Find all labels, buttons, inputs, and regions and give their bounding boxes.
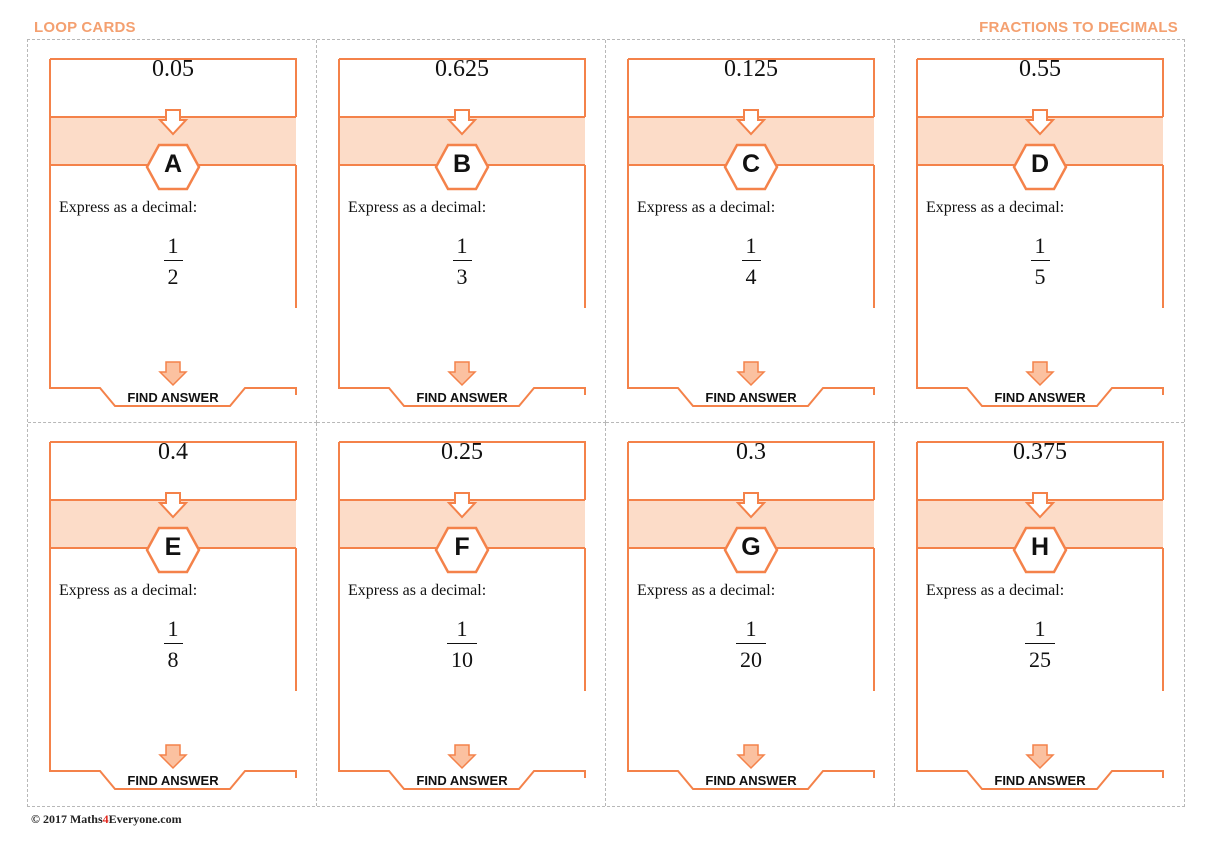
question-text: Express as a decimal:	[348, 199, 487, 216]
card-frame	[916, 441, 1164, 790]
question-text: Express as a decimal:	[348, 582, 487, 599]
card-frame	[49, 441, 297, 790]
down-arrow-icon	[447, 744, 477, 770]
fraction: 1 25	[980, 616, 1100, 674]
hexagon-badge-icon	[1012, 526, 1068, 574]
denominator: 20	[736, 643, 766, 674]
numerator: 1	[1034, 233, 1046, 258]
card-letter: G	[741, 533, 761, 561]
header-loop-cards: LOOP CARDS	[34, 19, 136, 36]
card-frame	[627, 58, 875, 407]
hexagon-badge-icon	[145, 526, 201, 574]
find-answer-label: FIND ANSWER	[416, 390, 508, 405]
denominator: 4	[741, 260, 761, 291]
card-letter: B	[452, 150, 472, 178]
copyright-prefix: © 2017 Maths	[31, 812, 103, 826]
numerator: 1	[456, 616, 468, 641]
down-arrow-icon	[736, 361, 766, 387]
find-answer-label: FIND ANSWER	[127, 773, 219, 788]
answer-value: 0.05	[152, 56, 194, 82]
card-frame	[338, 441, 586, 790]
down-arrow-icon	[158, 361, 188, 387]
card-frame	[627, 441, 875, 790]
card-frame	[49, 58, 297, 407]
question-text: Express as a decimal:	[926, 582, 1065, 599]
question-text: Express as a decimal:	[59, 582, 198, 599]
card-frame	[338, 58, 586, 407]
answer-value: 0.125	[724, 56, 778, 82]
find-answer-label: FIND ANSWER	[994, 773, 1086, 788]
question-text: Express as a decimal:	[637, 199, 776, 216]
down-arrow-icon	[736, 744, 766, 770]
copyright-suffix: Everyone.com	[108, 812, 182, 826]
hexagon-badge-icon	[723, 143, 779, 191]
denominator: 3	[452, 260, 472, 291]
find-answer-label: FIND ANSWER	[127, 390, 219, 405]
numerator: 1	[745, 616, 757, 641]
denominator: 10	[447, 643, 477, 674]
denominator: 2	[163, 260, 183, 291]
hexagon-badge-icon	[145, 143, 201, 191]
question-text: Express as a decimal:	[637, 582, 776, 599]
find-answer-label: FIND ANSWER	[705, 773, 797, 788]
hexagon-badge-icon	[434, 143, 490, 191]
card-letter: D	[1030, 150, 1050, 178]
denominator: 8	[163, 643, 183, 674]
numerator: 1	[167, 616, 179, 641]
question-text: Express as a decimal:	[59, 199, 198, 216]
denominator: 25	[1025, 643, 1055, 674]
find-answer-label: FIND ANSWER	[416, 773, 508, 788]
down-arrow-icon	[1025, 361, 1055, 387]
numerator: 1	[745, 233, 757, 258]
find-answer-label: FIND ANSWER	[705, 390, 797, 405]
down-arrow-icon	[447, 361, 477, 387]
fraction: 1 20	[691, 616, 811, 674]
find-answer-label: FIND ANSWER	[994, 390, 1086, 405]
answer-value: 0.25	[441, 439, 483, 465]
copyright-notice: © 2017 Maths4Everyone.com	[31, 812, 182, 827]
down-arrow-icon	[1025, 744, 1055, 770]
hexagon-badge-icon	[723, 526, 779, 574]
card-letter: C	[741, 150, 761, 178]
answer-value: 0.375	[1013, 439, 1067, 465]
question-text: Express as a decimal:	[926, 199, 1065, 216]
down-arrow-icon	[158, 744, 188, 770]
card-h: 0.375 H Express as a decimal: 1 25 FIND A…	[895, 423, 1184, 806]
card-letter: H	[1030, 533, 1050, 561]
denominator: 5	[1030, 260, 1050, 291]
copyright-brand-digit: 4	[102, 812, 109, 826]
answer-value: 0.3	[736, 439, 766, 465]
card-g: 0.3 G Express as a decimal: 1 20 FIND ANS…	[606, 423, 895, 806]
answer-value: 0.55	[1019, 56, 1061, 82]
fraction: 1 10	[402, 616, 522, 674]
card-f: 0.25 F Express as a decimal: 1 10 FIND AN…	[317, 423, 606, 806]
answer-value: 0.4	[158, 439, 188, 465]
card-frame	[916, 58, 1164, 407]
numerator: 1	[1034, 616, 1046, 641]
card-letter: F	[454, 533, 470, 561]
numerator: 1	[167, 233, 179, 258]
answer-value: 0.625	[435, 56, 489, 82]
header-topic: FRACTIONS TO DECIMALS	[979, 19, 1178, 36]
hexagon-badge-icon	[1012, 143, 1068, 191]
card-letter: E	[164, 533, 182, 561]
hexagon-badge-icon	[434, 526, 490, 574]
card-letter: A	[163, 150, 183, 178]
numerator: 1	[456, 233, 468, 258]
